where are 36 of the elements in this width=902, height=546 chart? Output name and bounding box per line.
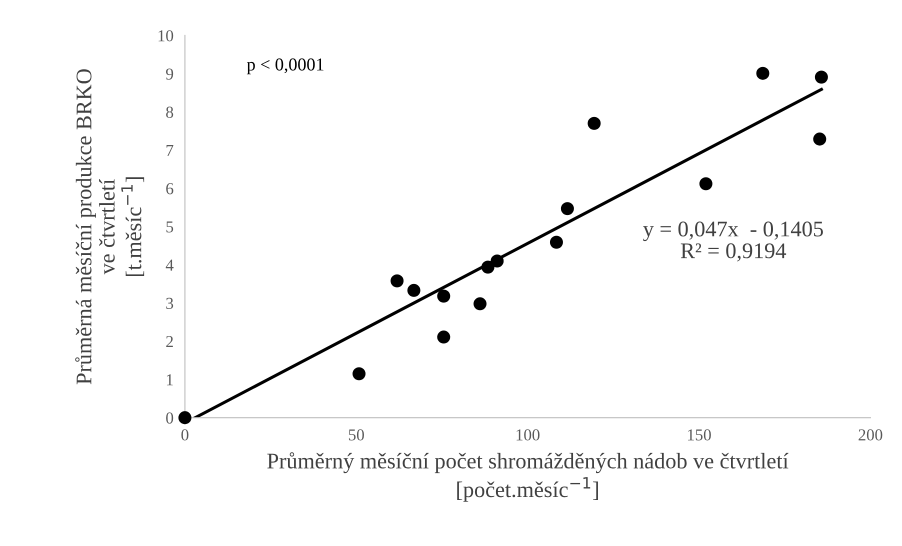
y-tick-label: 3	[166, 298, 174, 309]
point	[756, 66, 770, 80]
point	[390, 274, 404, 288]
x-axis-title: Průměrný měsíční počet shromážděných nádob ve čtvrtletí [počet.měsíc$^{−1}$]	[267, 452, 788, 502]
x-tick-label: 50	[348, 429, 364, 441]
y-tick-label: 9	[166, 68, 174, 80]
point	[352, 367, 366, 380]
y-tick-label: 0	[166, 412, 174, 424]
point	[588, 116, 601, 130]
point	[481, 260, 494, 274]
y-axis-title: Průměrná měsíční produkce BRKO ve čtvrtletí [t.měsíc$^{−1}$]	[75, 69, 144, 384]
point	[437, 290, 450, 303]
point	[474, 297, 487, 310]
point	[490, 254, 504, 268]
point	[560, 202, 574, 216]
point	[178, 411, 192, 424]
y-tick-label: 2	[166, 336, 173, 348]
y-tick-label: 7	[166, 145, 174, 156]
point	[813, 132, 826, 146]
point	[699, 177, 712, 190]
annotation: y = 0,047x - 0,1405 R² = 0,9194	[643, 222, 823, 262]
y-tick-label: 1	[166, 374, 173, 386]
annotation: p < 0,0001	[246, 58, 324, 74]
y-tick-label: 10	[158, 30, 174, 42]
x-tick-label: 0	[181, 429, 188, 441]
x-tick-label: 200	[858, 429, 882, 441]
x-tick-label: 150	[688, 429, 711, 441]
point	[437, 330, 450, 344]
point	[550, 236, 563, 249]
point	[407, 284, 420, 297]
y-tick-label: 8	[166, 106, 174, 118]
y-tick-label: 5	[166, 221, 174, 233]
x-tick-label: 100	[516, 429, 540, 441]
y-tick-label: 4	[166, 260, 174, 271]
point	[814, 70, 828, 84]
y-tick-label: 6	[166, 183, 174, 194]
